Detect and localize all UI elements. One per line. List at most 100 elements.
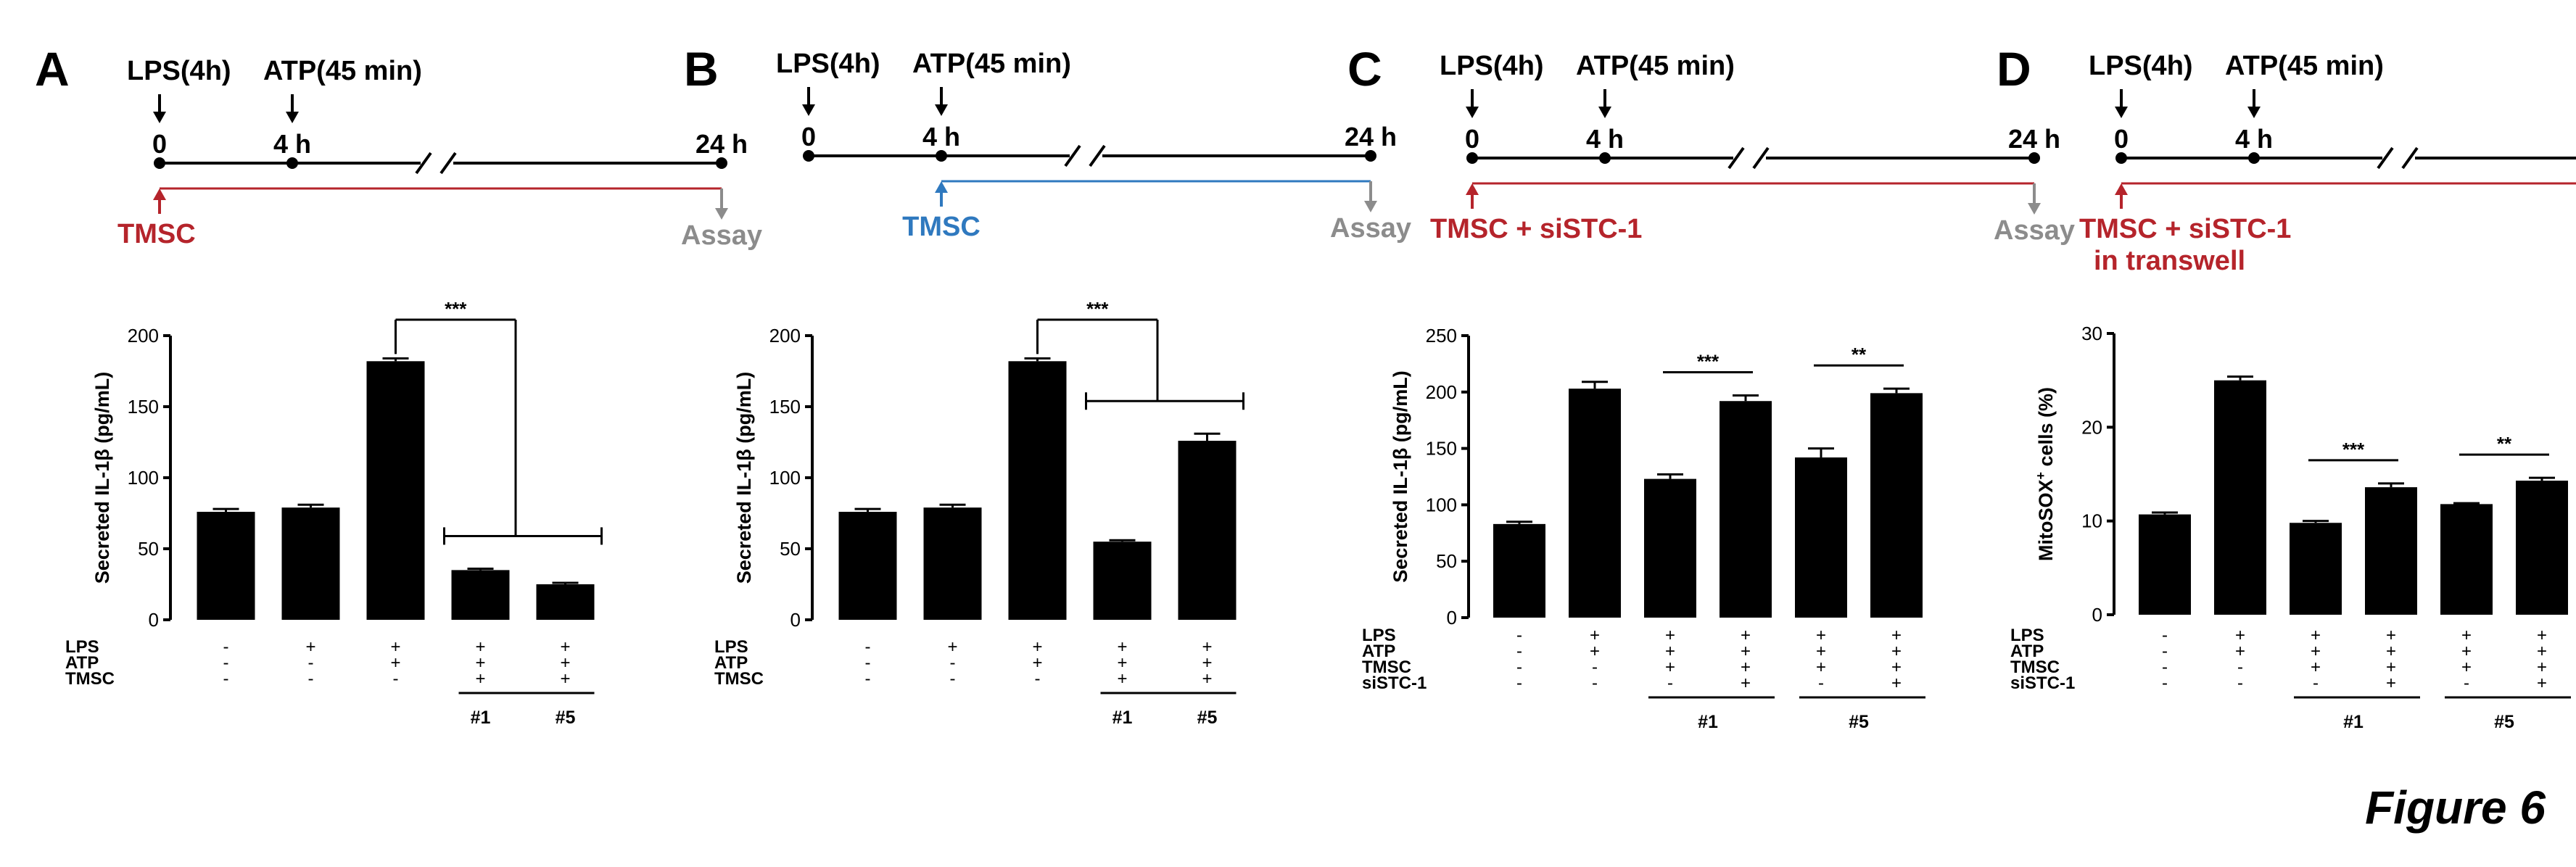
bar [1178, 441, 1237, 620]
y-tick-label: 20 [2081, 416, 2102, 438]
timeline: 0 4 h 24 h LPS(4h) ATP(45 min) Assay TMSC [776, 49, 1411, 244]
y-tick-label: 100 [128, 467, 159, 489]
timeline-point-1 [936, 150, 947, 162]
condition-label: LPS [2010, 626, 2044, 645]
condition-sign: - [223, 653, 229, 673]
y-tick-label: 50 [780, 538, 801, 560]
tick-label-4h: 4 h [922, 122, 960, 152]
sig-label: *** [445, 298, 467, 320]
condition-sign: + [1117, 637, 1127, 657]
bar [1008, 361, 1067, 620]
condition-sign: - [1516, 657, 1522, 677]
condition-sign: + [2537, 657, 2547, 677]
condition-label: LPS [1362, 626, 1396, 645]
treatment-arrow-head [935, 181, 948, 193]
y-tick-label: 150 [128, 396, 159, 418]
condition-sign: + [1816, 657, 1826, 677]
timeline-break-mark [2377, 146, 2394, 170]
bar [1720, 401, 1772, 618]
bar [2290, 523, 2342, 615]
arrow-lps [1466, 89, 1479, 118]
condition-sign: + [2461, 657, 2472, 677]
timeline-point-1 [2248, 152, 2260, 164]
timeline-point-2 [716, 157, 727, 169]
condition-sign: - [223, 637, 229, 657]
timeline-break-mark [1752, 146, 1770, 170]
timeline-point-1 [1599, 152, 1611, 164]
y-tick-label: 0 [149, 609, 159, 631]
label-atp: ATP(45 min) [263, 56, 422, 86]
panel-letter: A [35, 42, 70, 96]
arrow-atp [286, 94, 299, 123]
label-lps: LPS(4h) [776, 49, 880, 79]
timeline-break-mark [439, 152, 457, 175]
treatment-label: TMSC + siSTC-1 [1430, 214, 1642, 244]
treatment-arrow-head [2115, 183, 2128, 195]
condition-sign: + [305, 637, 315, 657]
timeline-point-0 [803, 150, 814, 162]
tick-label-24h: 24 h [1345, 122, 1397, 152]
condition-sign: + [1202, 669, 1212, 689]
condition-sign: + [1891, 642, 1902, 661]
condition-sign: - [308, 669, 314, 689]
figure-label: Figure 6 [2365, 781, 2546, 834]
condition-sign: + [1741, 642, 1751, 661]
panel-b: B 0 4 h 24 h LPS(4h) ATP(45 min) Assay TMSC 0 50 1… [684, 42, 1411, 728]
timeline-break-mark [1727, 146, 1745, 170]
condition-label: siSTC-1 [1362, 673, 1427, 693]
bar [1569, 389, 1621, 618]
bar [366, 361, 425, 620]
y-axis-label: Secreted IL-1β (pg/mL) [1390, 370, 1411, 583]
bar [1093, 542, 1152, 620]
assay-label: Assay [1330, 213, 1411, 244]
condition-sign: + [2537, 626, 2547, 645]
condition-sign: + [1665, 657, 1675, 677]
condition-label: TMSC [1362, 657, 1411, 677]
condition-sign: - [950, 653, 956, 673]
assay-arrow-head [1364, 201, 1377, 212]
condition-sign: - [1035, 669, 1041, 689]
treatment-label: in transwell [2094, 246, 2245, 276]
tick-label-0: 0 [2114, 124, 2129, 154]
y-tick-label: 100 [769, 467, 801, 489]
condition-sign: + [1891, 673, 1902, 693]
bar [2365, 487, 2417, 615]
condition-sign: + [1816, 642, 1826, 661]
tick-label-0: 0 [1465, 124, 1479, 154]
bar [536, 584, 595, 620]
condition-sign: + [1117, 653, 1127, 673]
condition-sign: + [1891, 626, 1902, 645]
condition-sign: + [2235, 626, 2245, 645]
bar [1493, 523, 1545, 618]
condition-sign: - [2464, 673, 2469, 693]
label-atp: ATP(45 min) [1576, 51, 1735, 81]
sig-label: ** [1852, 344, 1867, 365]
condition-sign: + [390, 637, 400, 657]
assay-arrow-head [2028, 203, 2041, 215]
assay-label: Assay [681, 220, 762, 251]
condition-sign: + [1741, 673, 1751, 693]
arrow-lps [153, 94, 166, 123]
condition-sign: - [2162, 642, 2168, 661]
condition-sign: + [2461, 626, 2472, 645]
y-axis-label-part: cells (%) [2035, 387, 2057, 472]
group-label: #1 [2343, 712, 2364, 732]
arrow-lps-head [153, 112, 166, 123]
y-tick-label: 0 [1447, 607, 1457, 629]
arrow-atp-head [2247, 107, 2261, 118]
timeline-point-1 [286, 157, 298, 169]
y-tick-label: 0 [2092, 604, 2102, 626]
condition-sign: - [308, 653, 314, 673]
y-tick-label: 0 [790, 609, 801, 631]
assay-arrow [715, 188, 728, 220]
panel-letter: D [1997, 42, 2031, 96]
condition-sign: - [393, 669, 399, 689]
condition-sign: + [1665, 642, 1675, 661]
treatment-label: TMSC + siSTC-1 [2079, 214, 2291, 244]
condition-sign: - [1667, 673, 1673, 693]
arrow-lps [2115, 89, 2128, 118]
bar [2516, 481, 2568, 615]
group-label: #1 [1112, 708, 1133, 728]
